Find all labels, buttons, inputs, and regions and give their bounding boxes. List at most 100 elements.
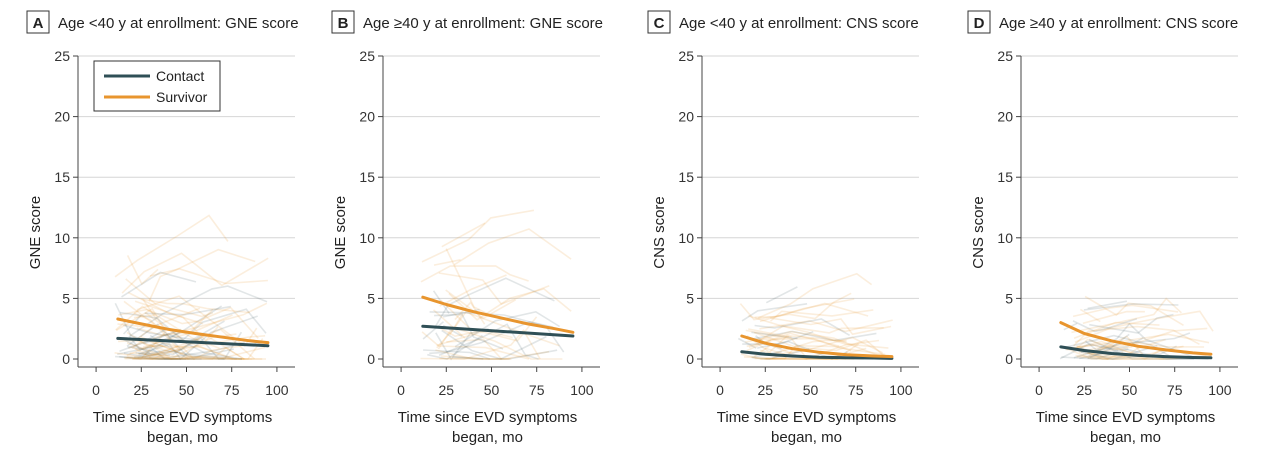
panel-letter: A (33, 15, 44, 32)
trajectory-line (739, 292, 852, 321)
trajectory-line (445, 289, 516, 320)
x-tick-label: 0 (92, 382, 100, 398)
y-axis-label: CNS score (651, 196, 668, 269)
trajectory-line (115, 355, 181, 360)
trajectory-line (748, 315, 884, 334)
trajectory-line (752, 348, 810, 360)
x-tick-label: 25 (134, 382, 150, 398)
panel-letter: C (654, 15, 665, 32)
panel-letter: B (338, 15, 349, 32)
trajectory-line (439, 274, 507, 307)
x-axis-label: Time since EVD symptoms (93, 409, 272, 426)
trajectory-line (421, 209, 535, 263)
trajectory-line (1066, 348, 1165, 360)
y-tick-label: 25 (359, 48, 375, 64)
y-tick-label: 20 (54, 109, 70, 125)
trajectory-line (439, 327, 478, 338)
trajectory-line (441, 222, 486, 248)
trajectory-line (1084, 322, 1193, 358)
x-tick-label: 0 (716, 382, 724, 398)
trajectory-line (138, 341, 245, 359)
trajectory-line (1076, 333, 1210, 349)
trajectory-line (435, 349, 512, 360)
series-line-contact (1059, 345, 1213, 360)
trajectory-line (129, 334, 245, 360)
x-tick-label: 75 (529, 382, 545, 398)
trajectory-line (760, 344, 852, 360)
trajectory-line (1082, 340, 1205, 355)
x-tick-label: 100 (1208, 382, 1232, 398)
trajectory-line (1074, 310, 1214, 343)
chart-panel-d: D Age ≥40 y at enrollment: CNS score 0 5 10 1… (967, 10, 1238, 446)
trajectory-line (1082, 310, 1145, 325)
trajectory-line (741, 303, 808, 322)
trajectory-line (1083, 303, 1179, 311)
trajectory-line (123, 356, 178, 360)
trajectory-line (754, 302, 869, 319)
legend-label-contact: Contact (156, 68, 204, 84)
trajectory-line (141, 338, 264, 360)
chart-panel-a: A Age <40 y at enrollment: GNE score 0 5 10 1… (26, 10, 299, 446)
trajectory-line (746, 335, 790, 348)
trajectory-line (427, 334, 483, 360)
y-tick-label: 5 (62, 290, 70, 306)
y-tick-label: 15 (997, 169, 1013, 185)
x-tick-label: 100 (889, 382, 913, 398)
y-tick-label: 0 (686, 351, 694, 367)
series-line-survivor (421, 295, 575, 334)
y-axis-label: GNE score (332, 196, 349, 269)
trajectory-line (123, 352, 202, 360)
trajectory-line (125, 356, 189, 360)
trajectory-line (759, 319, 893, 333)
trajectory-line (125, 278, 214, 318)
x-tick-label: 50 (484, 382, 500, 398)
trajectory-line (121, 252, 269, 294)
trajectory-line (137, 334, 204, 359)
trajectory-line (123, 315, 142, 335)
x-tick-label: 75 (848, 382, 864, 398)
trajectory-line (436, 311, 560, 349)
trajectory-line (148, 248, 256, 302)
x-axis-label: Time since EVD symptoms (1036, 409, 1215, 426)
y-tick-label: 10 (997, 230, 1013, 246)
trajectory-line (445, 248, 490, 316)
trajectory-line (144, 305, 231, 316)
trajectory-line (753, 339, 880, 360)
chart-title: Age <40 y at enrollment: GNE score (58, 15, 299, 32)
trajectory-line (120, 337, 150, 354)
trajectory-line (751, 331, 798, 340)
trajectory-line (149, 340, 233, 360)
trajectory-line (440, 355, 510, 360)
trajectory-line (1075, 354, 1153, 359)
trajectory-line (1063, 334, 1173, 358)
trajectory-line (114, 214, 229, 278)
x-tick-label: 0 (1035, 382, 1043, 398)
trajectory-line (1090, 338, 1166, 359)
chart-title: Age ≥40 y at enrollment: GNE score (363, 15, 603, 32)
x-tick-label: 25 (758, 382, 774, 398)
chart-panels: A Age <40 y at enrollment: GNE score 0 5 10 1… (26, 10, 1238, 446)
trajectory-line (126, 323, 243, 360)
y-tick-label: 0 (62, 351, 70, 367)
y-tick-label: 5 (367, 290, 375, 306)
y-tick-label: 10 (678, 230, 694, 246)
trajectory-line (1059, 343, 1119, 360)
x-tick-label: 100 (265, 382, 289, 398)
trajectory-line (127, 291, 204, 325)
trajectory-line (1071, 297, 1182, 334)
y-axis-label: GNE score (27, 196, 44, 269)
legend-label-survivor: Survivor (156, 89, 208, 105)
trajectory-line (140, 336, 246, 360)
x-tick-label: 50 (803, 382, 819, 398)
trajectory-line (446, 338, 503, 360)
trajectory-line (420, 265, 529, 283)
trajectory-line (118, 306, 259, 339)
trajectory-line (133, 335, 266, 360)
y-tick-label: 20 (359, 109, 375, 125)
legend-box (93, 60, 221, 112)
trajectory-line (737, 337, 757, 349)
x-axis-label: Time since EVD symptoms (717, 409, 896, 426)
trajectory-line (454, 310, 561, 348)
trajectory-line (438, 323, 539, 360)
trajectory-line (746, 339, 772, 352)
